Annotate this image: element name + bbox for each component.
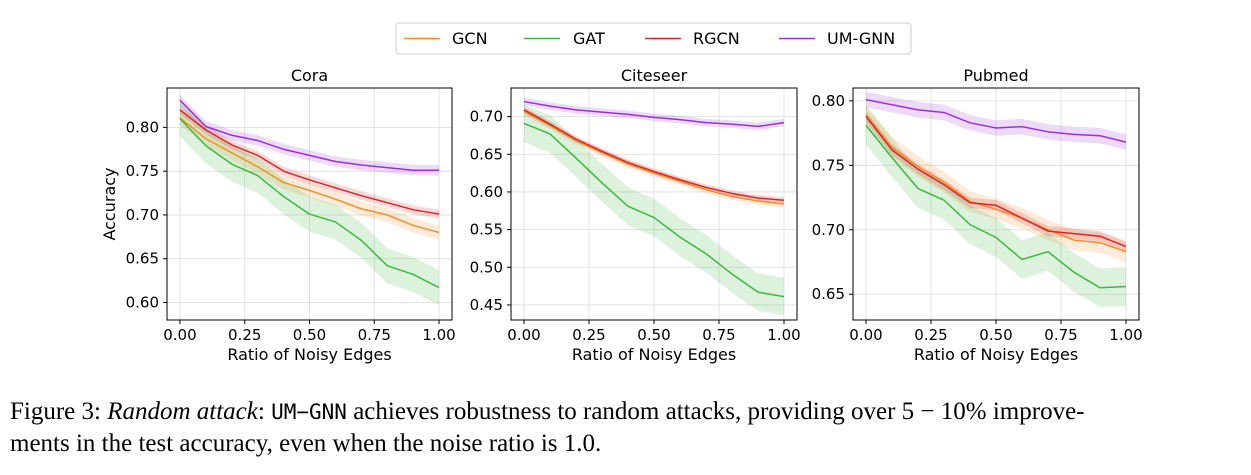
citeseer-line-um-gnn	[523, 100, 785, 128]
citeseer-line-rgcn	[523, 109, 785, 201]
cora-line-um-gnn	[179, 99, 440, 172]
figure: GCN GAT RGCN UM-GNN 0.00 0.25 0.50 0.75 1.00…	[100, 22, 1143, 364]
citeseer-xtick-label-0: 0.00	[507, 326, 540, 344]
citeseer-ytick-label-4: 0.65	[470, 145, 503, 163]
citeseer-ytick-label-5: 0.70	[470, 108, 503, 126]
caption-italic: Random attack	[107, 398, 258, 425]
chart-panel-citeseer: 0.00 0.25 0.50 0.75 1.00 0.45 0.50 0.55 0.60 0.65…	[470, 66, 801, 364]
cora-xtick-label-4: 1.00	[422, 326, 455, 344]
pubmed-ytick-label-1: 0.70	[812, 221, 845, 239]
pubmed-band-rgcn	[866, 111, 1126, 252]
cora-ytick-label-0: 0.60	[126, 293, 159, 311]
pubmed-xtick-label-3: 0.75	[1044, 326, 1077, 344]
pubmed-xtick-label-4: 1.00	[1109, 326, 1142, 344]
caption-model-name: UM−GNN	[271, 400, 347, 424]
citeseer-ytick-label-2: 0.55	[470, 221, 503, 239]
caption-text-1: achieves robustness to random attacks, p…	[346, 398, 1085, 425]
cora-xtick-label-0: 0.00	[163, 326, 196, 344]
pubmed-xlabel: Ratio of Noisy Edges	[914, 345, 1078, 364]
citeseer-xtick-label-4: 1.00	[767, 326, 800, 344]
cora-ytick-label-4: 0.80	[126, 118, 159, 136]
cora-ytick-label-3: 0.75	[126, 162, 159, 180]
citeseer-title: Citeseer	[621, 66, 688, 85]
citeseer-xtick-label-3: 0.75	[702, 326, 735, 344]
pubmed-line-um-gnn	[865, 98, 1127, 143]
pubmed-band-gcn	[866, 104, 1126, 262]
citeseer-band-gat	[524, 104, 784, 316]
chart-panel-pubmed: 0.00 0.25 0.50 0.75 1.00 0.65 0.70 0.75 0.80 Pubm…	[812, 66, 1143, 364]
cora-line-gat	[179, 118, 440, 289]
cora-band-rgcn	[179, 105, 440, 219]
caption-prefix: Figure 3:	[10, 398, 108, 425]
cora-xtick-label-2: 0.50	[293, 326, 326, 344]
legend-label-gcn: GCN	[452, 29, 488, 48]
cora-line-gcn	[179, 117, 440, 234]
cora-line-rgcn	[179, 109, 440, 215]
cora-xtick-label-1: 0.25	[228, 326, 261, 344]
pubmed-xtick-label-0: 0.00	[849, 326, 882, 344]
citeseer-line-gat	[523, 122, 785, 298]
pubmed-ytick-label-2: 0.75	[812, 156, 845, 174]
cora-xlabel: Ratio of Noisy Edges	[227, 345, 391, 364]
pubmed-line-gat	[865, 124, 1127, 289]
caption-line-1: Figure 3: Random attack: UM−GNN achieves…	[10, 396, 1242, 428]
cora-ytick-label-1: 0.65	[126, 250, 159, 268]
caption-colon: :	[257, 398, 272, 425]
legend-label-um-gnn: UM-GNN	[827, 29, 895, 48]
cora-xtick-label-3: 0.75	[358, 326, 391, 344]
citeseer-ytick-label-1: 0.50	[470, 258, 503, 276]
pubmed-xtick-label-2: 0.50	[979, 326, 1012, 344]
cora-ylabel: Accuracy	[100, 167, 119, 240]
legend-label-rgcn: RGCN	[693, 29, 740, 48]
cora-band-gcn	[179, 110, 440, 240]
pubmed-band-gat	[866, 106, 1126, 308]
cora-title: Cora	[291, 66, 328, 85]
citeseer-line-gcn	[523, 110, 785, 205]
pubmed-line-gcn	[865, 114, 1127, 253]
figure-caption: Figure 3: Random attack: UM−GNN achieves…	[10, 396, 1242, 460]
pubmed-title: Pubmed	[963, 66, 1028, 85]
citeseer-xtick-label-1: 0.25	[572, 326, 605, 344]
citeseer-ytick-label-0: 0.45	[470, 296, 503, 314]
pubmed-ytick-label-0: 0.65	[812, 285, 845, 303]
cora-ytick-label-2: 0.70	[126, 206, 159, 224]
legend: GCN GAT RGCN UM-GNN	[395, 22, 912, 55]
pubmed-xtick-label-1: 0.25	[914, 326, 947, 344]
citeseer-xtick-label-2: 0.50	[637, 326, 670, 344]
pubmed-band-um-gnn	[866, 91, 1126, 150]
pubmed-ytick-label-3: 0.80	[812, 92, 845, 110]
citeseer-band-um-gnn	[524, 97, 784, 131]
citeseer-ytick-label-3: 0.60	[470, 183, 503, 201]
cora-band-gat	[179, 101, 440, 306]
caption-line-2: ments in the test accuracy, even when th…	[10, 430, 602, 457]
citeseer-xlabel: Ratio of Noisy Edges	[572, 345, 736, 364]
chart-panel-cora: 0.00 0.25 0.50 0.75 1.00 0.60 0.65 0.70 0.75 0.80…	[100, 66, 456, 364]
legend-label-gat: GAT	[573, 29, 605, 48]
pubmed-line-rgcn	[865, 115, 1127, 248]
